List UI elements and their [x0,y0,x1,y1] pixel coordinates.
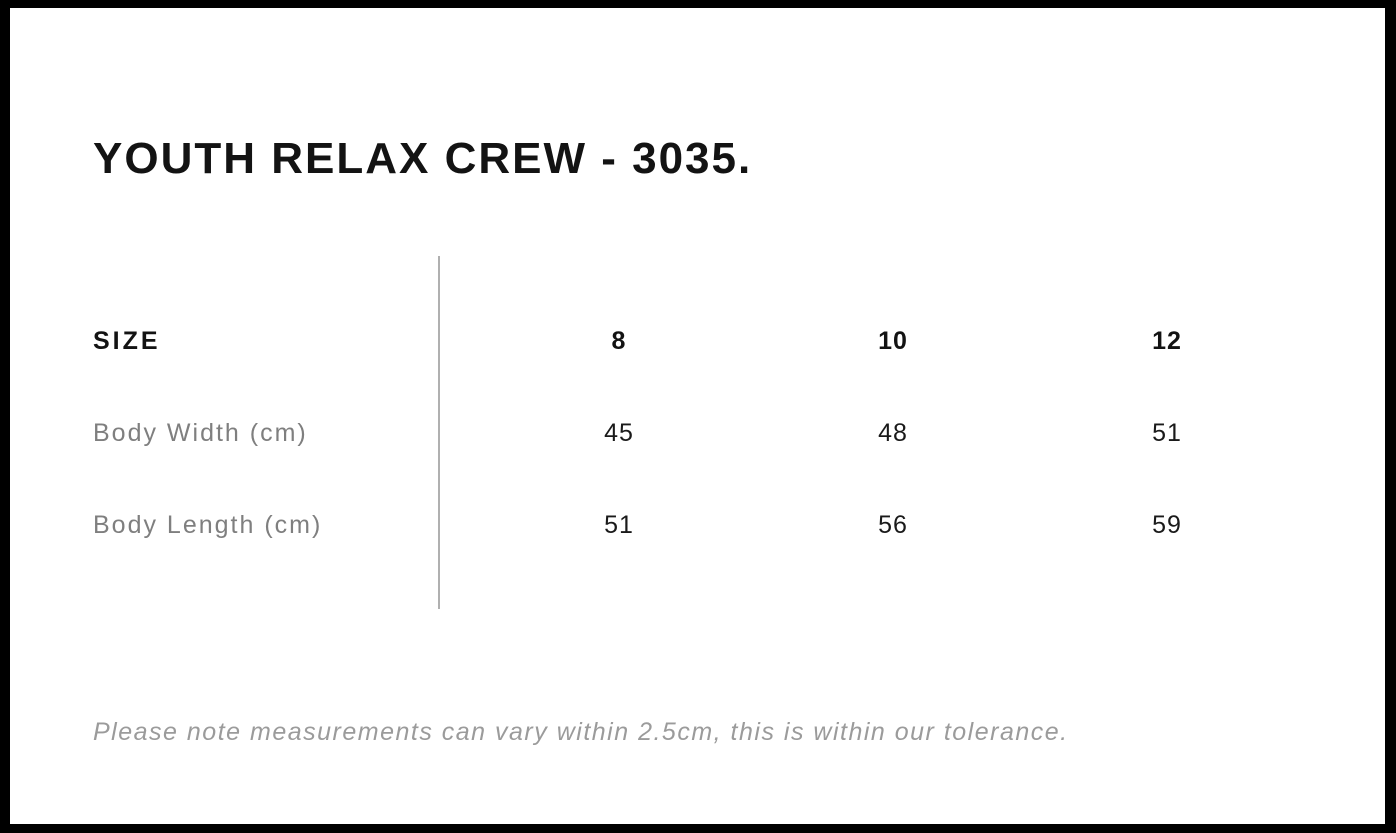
table-row-body-length: Body Length (cm) 51 56 59 [93,479,1304,571]
table-row-body-width: Body Width (cm) 45 48 51 [93,387,1304,479]
size-header-label: SIZE [93,326,161,355]
size-column-header: 10 [878,326,908,355]
product-title: YOUTH RELAX CREW - 3035. [93,134,753,184]
row-label: Body Length (cm) [93,510,323,539]
table-header-row: SIZE 8 10 12 [93,295,1304,387]
measurement-value: 51 [604,510,634,539]
tolerance-note: Please note measurements can vary within… [93,718,1069,746]
measurement-value: 59 [1152,510,1182,539]
vertical-divider [438,256,440,609]
size-column-header: 12 [1152,326,1182,355]
measurement-value: 48 [878,418,908,447]
size-guide-panel: YOUTH RELAX CREW - 3035. SIZE 8 10 12 Bo… [10,8,1385,824]
size-column-header: 8 [611,326,627,355]
measurement-value: 51 [1152,418,1182,447]
measurement-value: 45 [604,418,634,447]
size-chart-table: SIZE 8 10 12 Body Width (cm) 45 48 51 Bo… [93,256,1304,609]
row-label: Body Width (cm) [93,418,308,447]
measurement-value: 56 [878,510,908,539]
